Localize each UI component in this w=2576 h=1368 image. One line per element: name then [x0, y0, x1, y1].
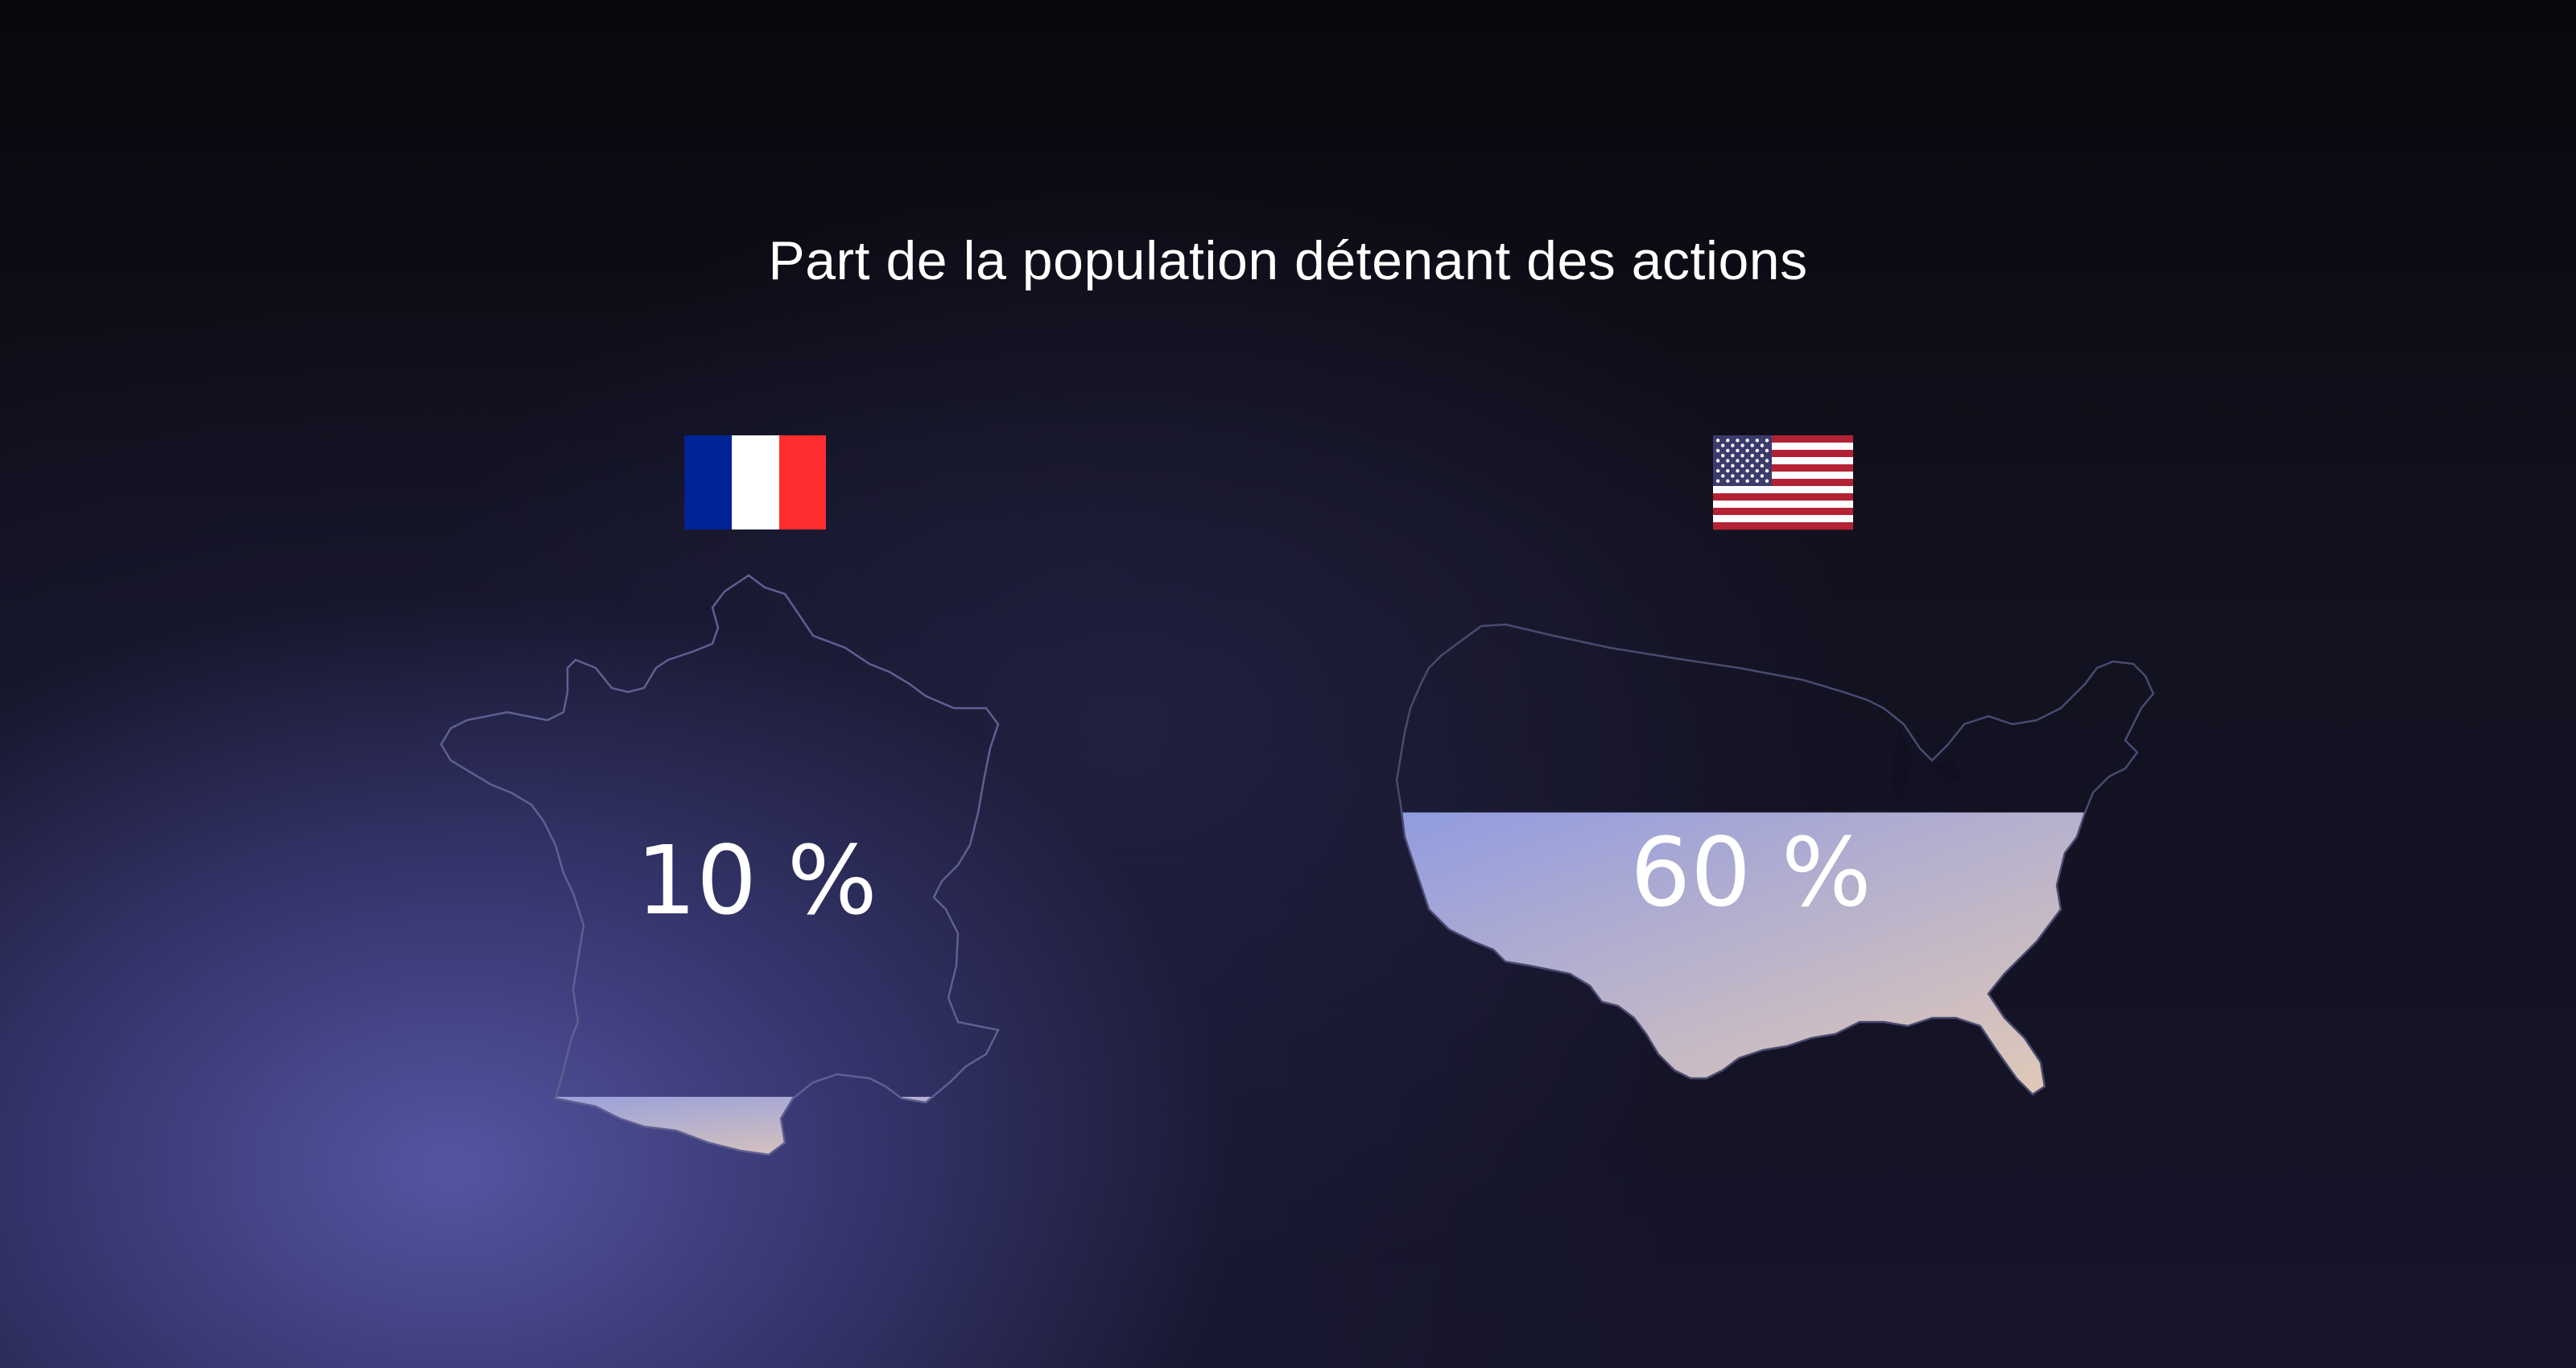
france-flag-icon — [684, 435, 826, 529]
great-lakes — [1892, 728, 1964, 801]
usa-flag-icon — [1713, 435, 1853, 530]
chart-title: Part de la population détenant des actio… — [768, 230, 1808, 291]
usa-percent-label: 60 % — [1630, 817, 1872, 928]
france-percent-label: 10 % — [636, 825, 877, 936]
usa-map: 60 % — [1395, 623, 2155, 1096]
france-map: 10 % — [440, 574, 1000, 1156]
